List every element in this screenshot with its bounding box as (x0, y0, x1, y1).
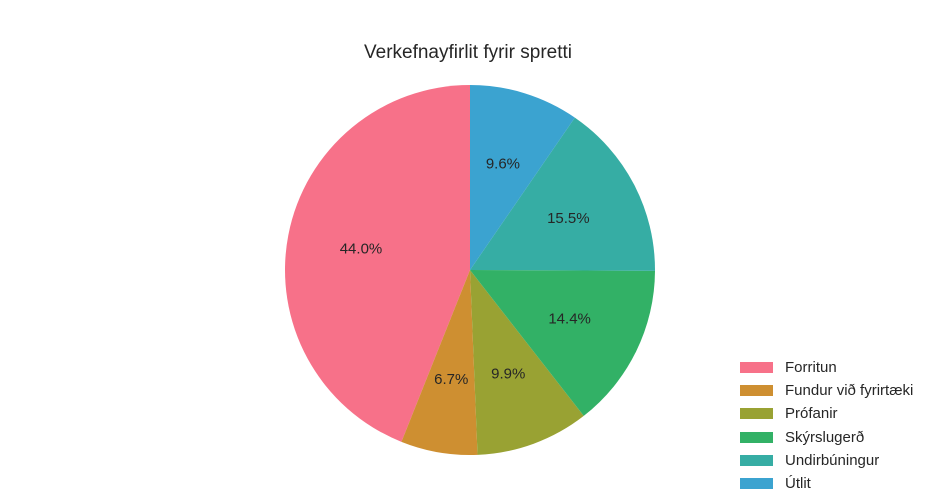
legend-item-2: Prófanir (740, 402, 913, 425)
legend-item-1: Fundur við fyrirtæki (740, 379, 913, 402)
slice-pct-label-0: 44.0% (340, 241, 383, 258)
pie-slice-0 (284, 85, 470, 442)
slice-pct-label-5: 9.6% (486, 156, 520, 173)
slice-pct-label-3: 14.4% (548, 310, 591, 327)
legend-swatch-0 (740, 362, 773, 374)
legend-swatch-3 (740, 431, 773, 443)
legend-swatch-1 (740, 385, 773, 397)
pie-slice-5 (470, 85, 575, 270)
legend-label-5: Útlit (785, 475, 811, 493)
legend-label-3: Skýrslugerð (785, 428, 865, 446)
legend-item-3: Skýrslugerð (740, 426, 913, 449)
legend-item-4: Undirbúningur (740, 449, 913, 472)
legend-label-0: Forritun (785, 359, 837, 377)
pie-slice-4 (470, 117, 655, 271)
chart-title: Verkefnayfirlit fyrir spretti (364, 42, 572, 63)
slice-pct-label-4: 15.5% (547, 210, 590, 227)
legend-label-2: Prófanir (785, 405, 838, 423)
pie-slice-2 (470, 270, 584, 455)
legend-label-4: Undirbúningur (785, 451, 880, 469)
legend: Forritun Fundur við fyrirtæki Prófanir Skýr… (740, 356, 913, 495)
legend-item-5: Útlit (740, 472, 913, 495)
legend-item-0: Forritun (740, 356, 913, 379)
legend-swatch-2 (740, 408, 773, 420)
legend-swatch-5 (740, 478, 773, 490)
legend-label-1: Fundur við fyrirtæki (785, 382, 914, 400)
pie-slice-3 (470, 270, 655, 416)
pie-slice-1 (401, 270, 478, 455)
slice-pct-label-1: 6.7% (434, 371, 468, 388)
legend-swatch-4 (740, 454, 773, 466)
slice-pct-label-2: 9.9% (491, 366, 525, 383)
